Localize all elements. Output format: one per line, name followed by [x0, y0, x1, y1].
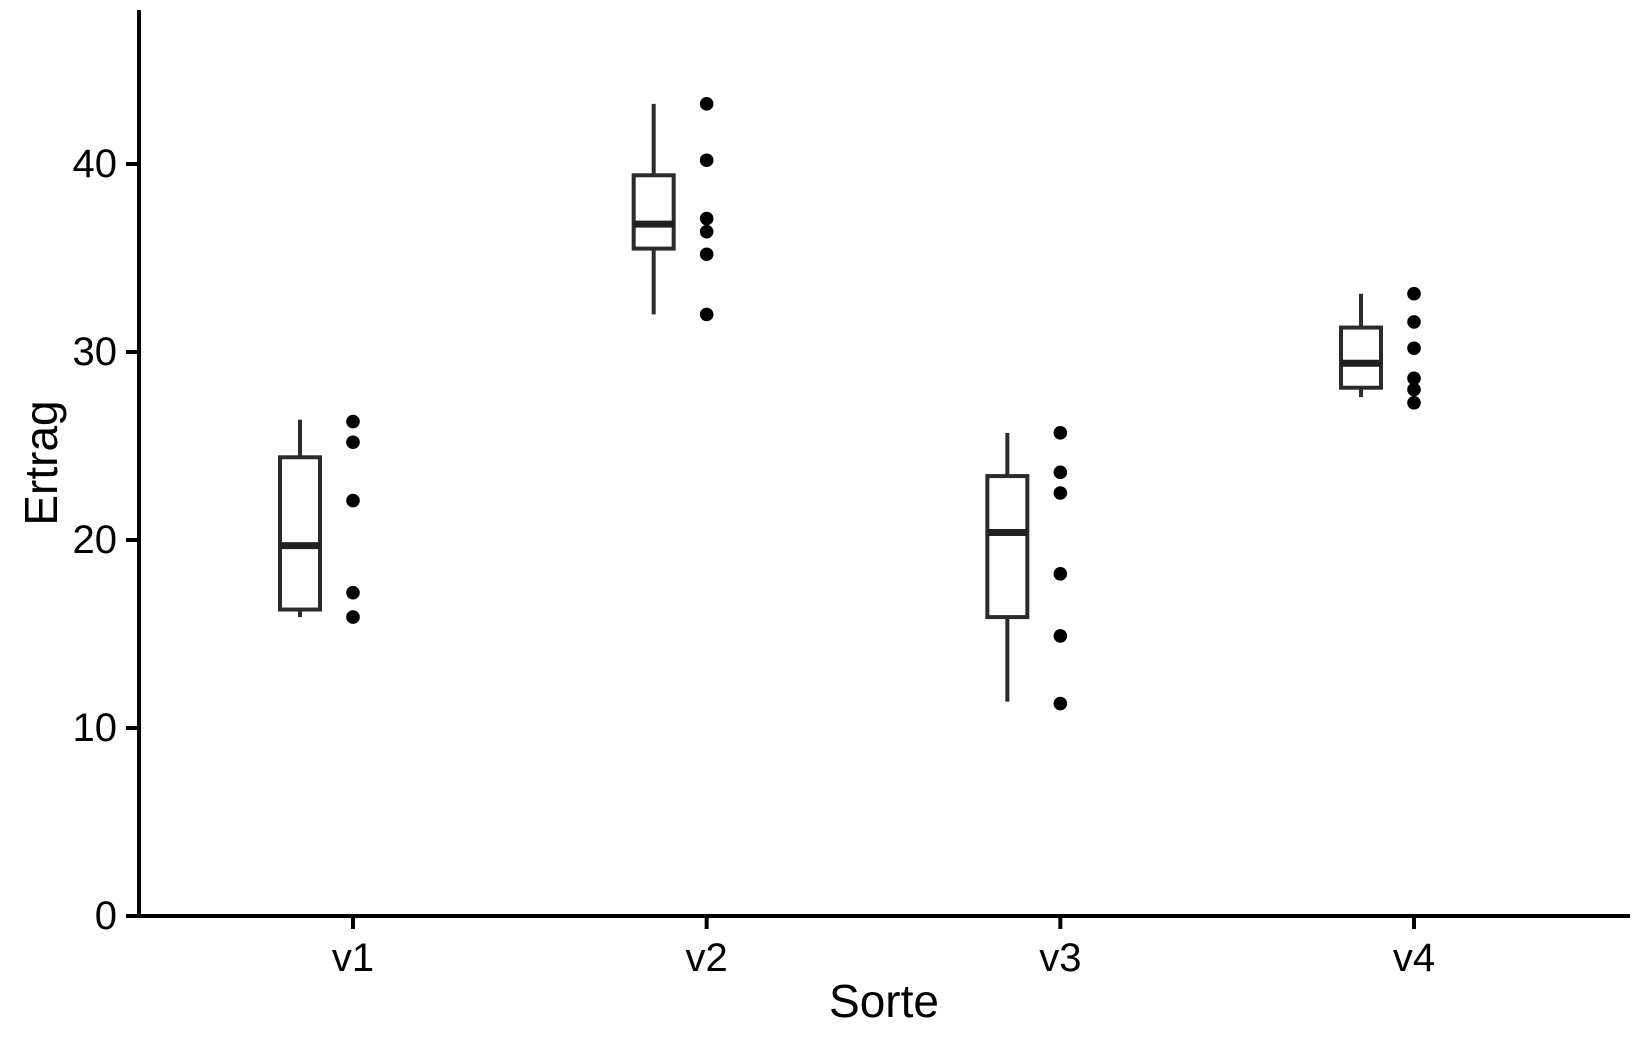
data-point-v3 — [1053, 426, 1068, 440]
data-point-v2 — [699, 247, 714, 262]
y-axis-tick-label: 30 — [73, 330, 118, 374]
y-axis-tick-label: 10 — [73, 706, 118, 750]
y-axis-tick-label: 0 — [95, 894, 117, 938]
y-axis-title: Ertrag — [15, 400, 67, 526]
data-point-v2 — [699, 211, 714, 226]
data-point-v1 — [346, 585, 360, 600]
data-point-v3 — [1053, 567, 1068, 581]
box-v4 — [1339, 325, 1384, 390]
data-point-v2 — [699, 97, 714, 111]
data-point-v1 — [346, 435, 360, 450]
box-v1 — [278, 455, 322, 612]
box-v3 — [985, 474, 1030, 620]
y-axis-tick-label: 40 — [73, 142, 118, 186]
data-point-v3 — [1053, 696, 1068, 711]
y-axis-tick-label: 20 — [73, 518, 118, 562]
box-v2 — [631, 173, 676, 251]
data-point-v3 — [1053, 465, 1068, 480]
data-point-v2 — [699, 307, 714, 322]
x-axis-tick-label-v2: v2 — [686, 936, 728, 980]
x-axis-title: Sorte — [829, 975, 939, 1027]
data-point-v4 — [1407, 395, 1421, 410]
x-axis-tick-label-v3: v3 — [1039, 936, 1081, 980]
data-point-v4 — [1407, 315, 1421, 329]
x-axis-tick-label-v1: v1 — [332, 936, 374, 980]
data-point-v1 — [346, 610, 360, 624]
data-point-v4 — [1407, 341, 1421, 356]
data-point-v3 — [1053, 629, 1068, 643]
data-point-v4 — [1407, 371, 1421, 386]
x-axis-tick-label-v4: v4 — [1393, 936, 1435, 980]
data-point-v2 — [699, 224, 714, 239]
data-point-v2 — [699, 153, 714, 168]
data-point-v4 — [1407, 382, 1421, 397]
data-point-v4 — [1407, 286, 1421, 301]
data-point-v3 — [1053, 486, 1068, 500]
data-point-v1 — [346, 493, 360, 508]
data-point-v1 — [346, 414, 360, 429]
